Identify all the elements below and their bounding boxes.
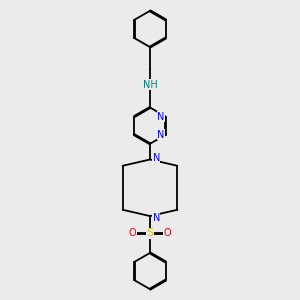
Text: O: O bbox=[164, 228, 171, 238]
Text: N: N bbox=[153, 153, 160, 163]
Text: NH: NH bbox=[142, 80, 158, 90]
Text: N: N bbox=[153, 213, 160, 223]
Text: O: O bbox=[129, 228, 136, 238]
Text: S: S bbox=[146, 228, 154, 238]
Text: N: N bbox=[157, 130, 165, 140]
Text: N: N bbox=[157, 112, 165, 122]
